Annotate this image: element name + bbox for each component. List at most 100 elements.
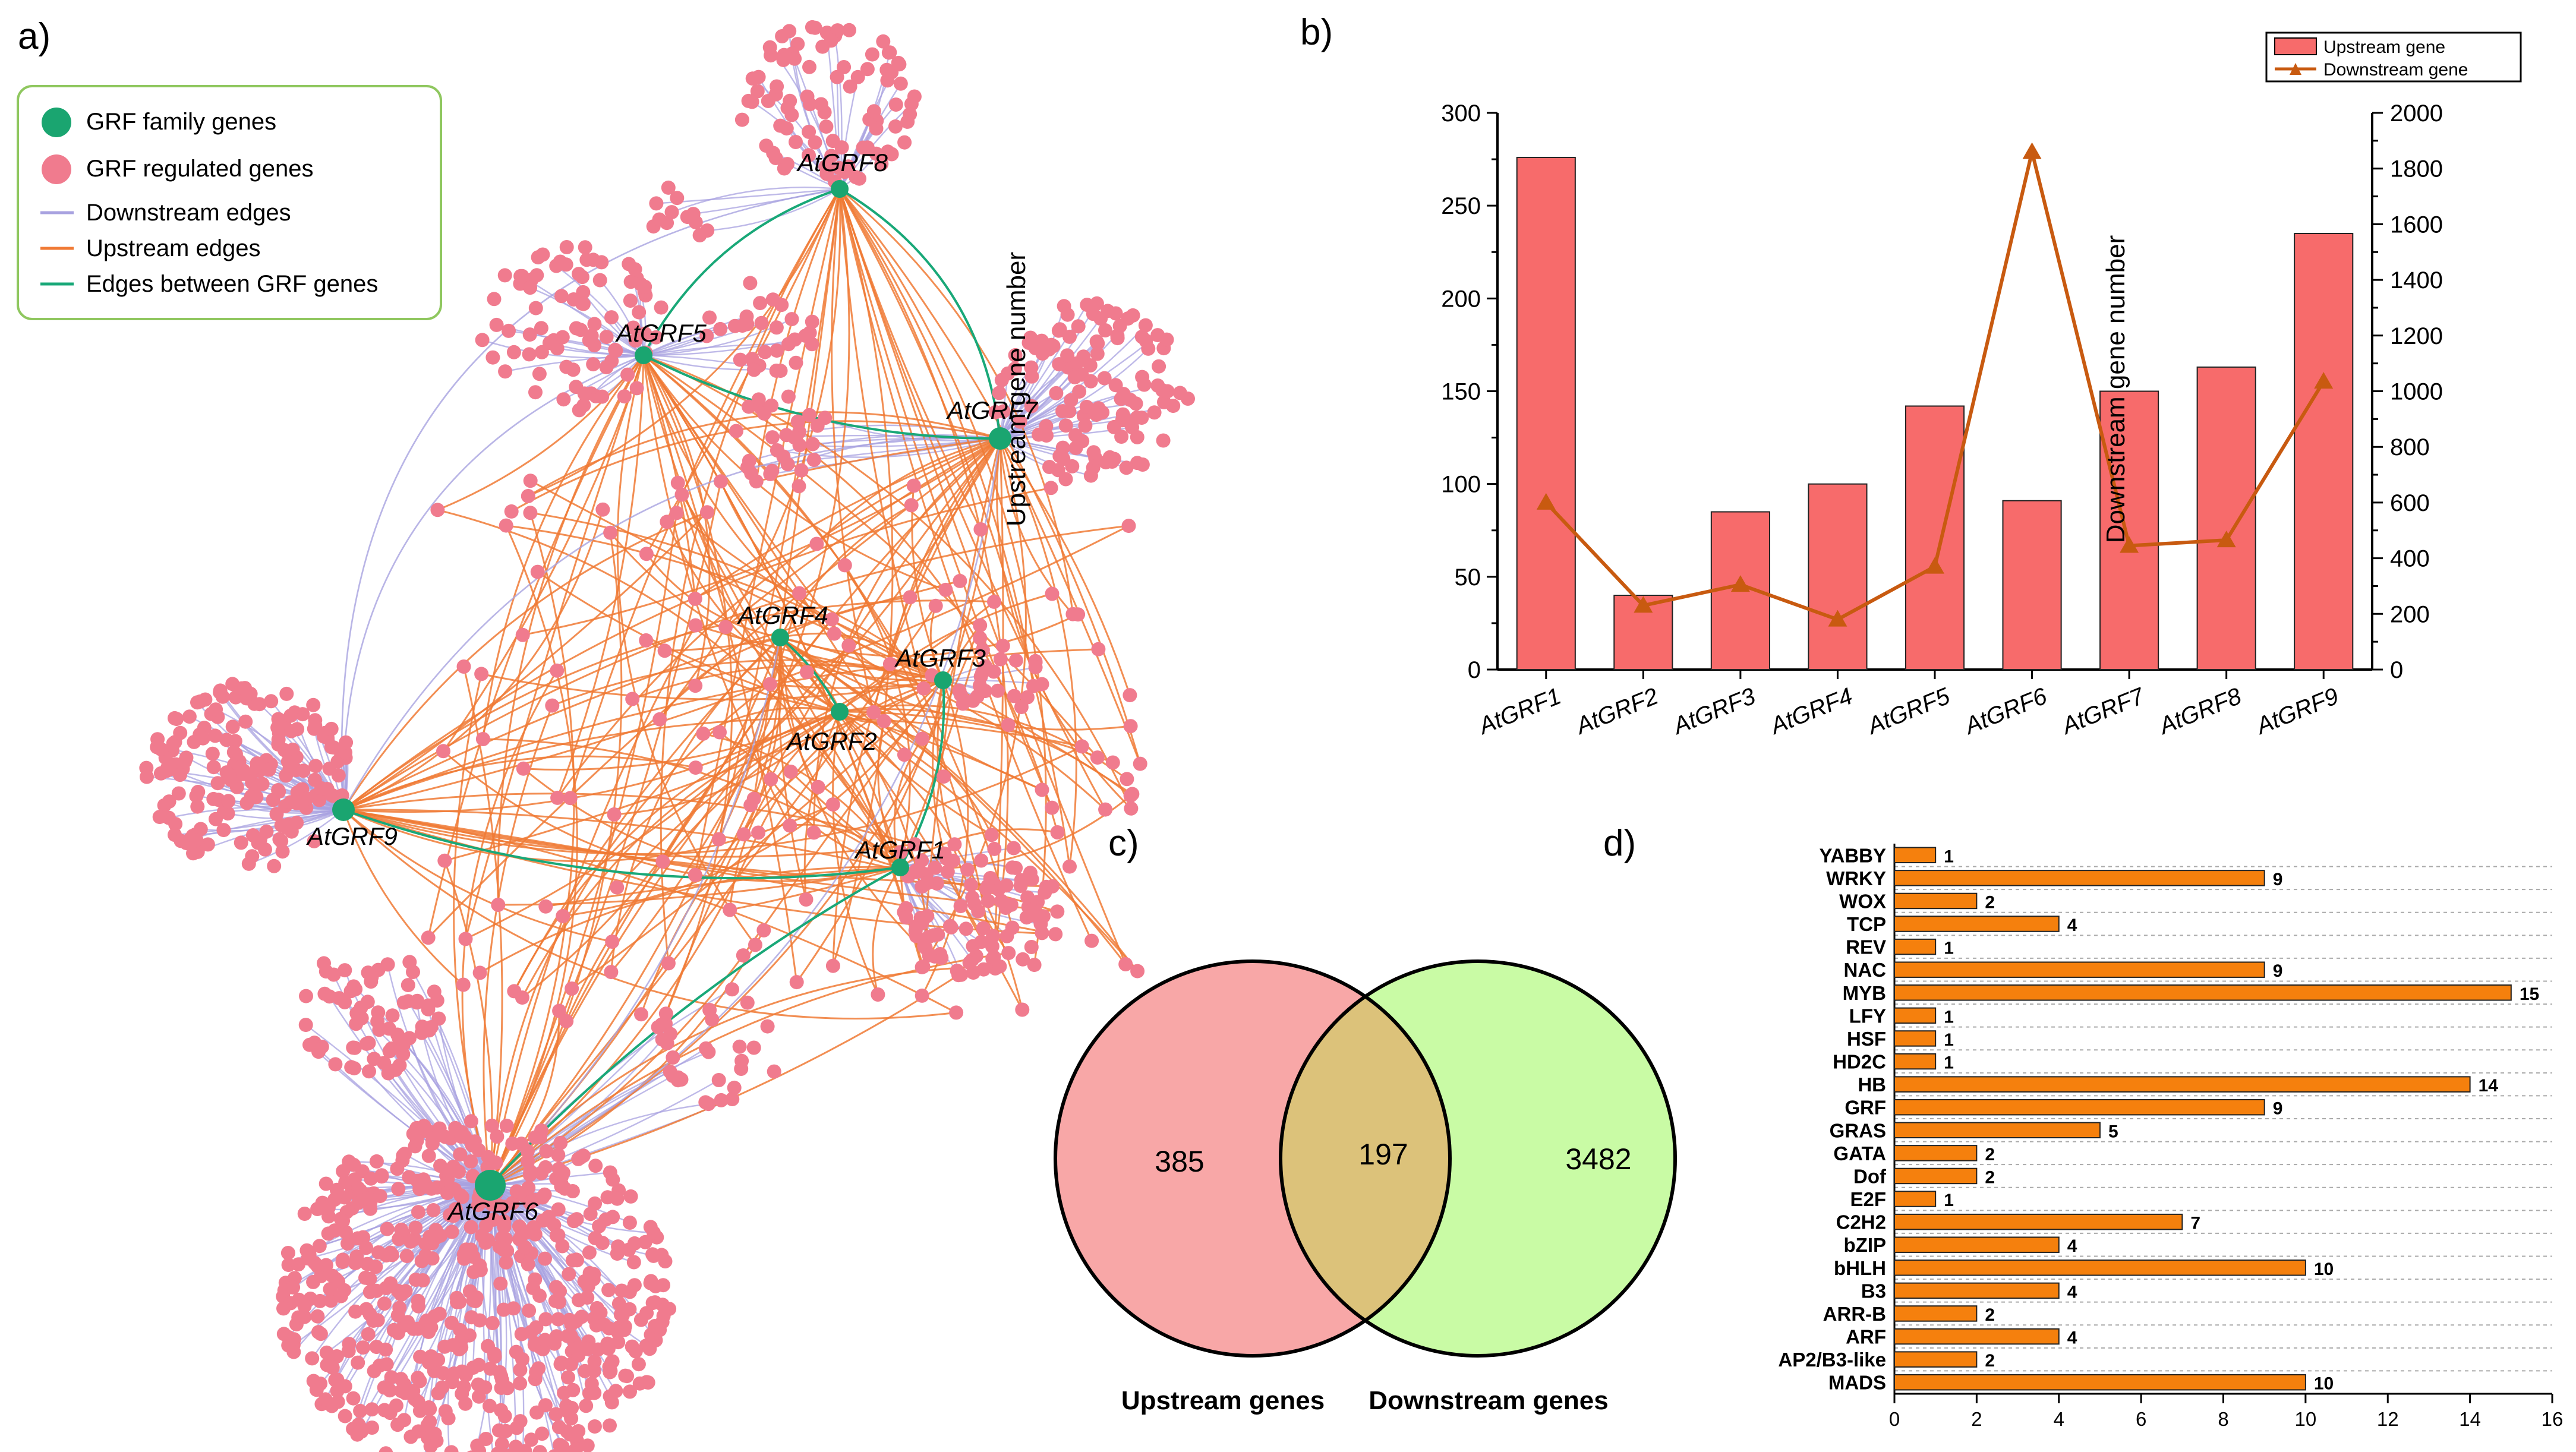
regulated-gene-node	[319, 1258, 333, 1273]
regulated-gene-node	[495, 1230, 509, 1245]
grf-node-atgrf6	[475, 1170, 506, 1201]
upstream-edge	[343, 717, 1083, 811]
chart-d-x-tick-label: 8	[2218, 1408, 2228, 1430]
regulated-gene-node	[168, 711, 182, 725]
chart-d-bar	[1894, 1351, 1978, 1368]
regulated-gene-node	[743, 276, 758, 291]
regulated-gene-node	[359, 1302, 374, 1317]
upstream-edge	[521, 637, 781, 999]
chart-d-category-label: MYB	[1843, 982, 1886, 1004]
regulated-gene-node	[626, 320, 641, 335]
regulated-gene-node	[398, 1147, 412, 1161]
regulated-gene-node	[391, 1182, 406, 1197]
regulated-gene-node	[431, 1386, 446, 1401]
regulated-gene-node	[599, 360, 614, 374]
regulated-gene-node	[366, 1314, 381, 1328]
regulated-gene-node	[374, 1169, 389, 1184]
regulated-gene-node	[702, 310, 717, 325]
regulated-gene-node	[915, 731, 929, 746]
upstream-edge	[571, 679, 944, 990]
upstream-edge	[658, 636, 781, 720]
regulated-gene-node	[225, 719, 240, 734]
chart-d-category-label: C2H2	[1836, 1211, 1886, 1233]
upstream-edge	[565, 711, 840, 1022]
regulated-gene-node	[806, 825, 821, 840]
grf-node-atgrf2	[831, 703, 849, 721]
regulated-gene-node	[626, 1255, 641, 1270]
regulated-gene-node	[792, 479, 806, 494]
regulated-gene-node	[623, 1189, 638, 1204]
upstream-bar-swatch-icon	[2274, 37, 2317, 55]
regulated-gene-node	[189, 833, 204, 848]
regulated-gene-node	[1138, 318, 1153, 333]
regulated-gene-node	[656, 1278, 670, 1293]
regulated-gene-node	[595, 502, 610, 517]
regulated-gene-node	[1166, 399, 1181, 413]
venn-right-label: Downstream genes	[1369, 1386, 1608, 1415]
downstream-edge	[482, 339, 644, 359]
upstream-edge	[489, 645, 850, 1186]
regulated-gene-node	[306, 697, 321, 712]
regulated-gene-node	[1115, 407, 1130, 422]
upstream-edge	[343, 809, 613, 943]
regulated-gene-node	[748, 938, 762, 952]
regulated-gene-node	[520, 1144, 535, 1159]
regulated-gene-node	[580, 1438, 595, 1452]
regulated-gene-node	[359, 1240, 374, 1255]
regulated-gene-node	[830, 70, 844, 84]
regulated-gene-node	[556, 392, 571, 407]
downstream-edge	[490, 438, 1001, 1186]
regulated-gene-node	[297, 1207, 312, 1221]
regulated-gene-node	[768, 151, 783, 165]
regulated-gene-node	[475, 333, 490, 348]
chart-b-x-tick-label: AtGRF8	[2155, 683, 2246, 740]
regulated-gene-node	[490, 1129, 505, 1144]
downstream-edge	[490, 1185, 588, 1298]
regulated-gene-node	[1130, 430, 1144, 444]
regulated-gene-node	[302, 1037, 317, 1052]
regulated-gene-node	[784, 108, 799, 122]
chart-d-value-label: 4	[2067, 1236, 2077, 1256]
regulated-gene-node	[688, 591, 702, 606]
downstream-edge	[999, 348, 1149, 440]
regulated-gene-node	[1120, 772, 1134, 787]
regulated-gene-node	[390, 1161, 405, 1176]
regulated-gene-node	[565, 981, 579, 996]
panel-a-label: a)	[18, 16, 51, 57]
regulated-gene-node	[522, 1303, 537, 1318]
regulated-gene-node	[1137, 377, 1152, 392]
regulated-gene-node	[208, 728, 223, 743]
chart-d-value-label: 2	[1985, 1351, 1995, 1371]
regulated-gene-node	[962, 955, 977, 970]
regulated-gene-node	[365, 1402, 379, 1417]
regulated-gene-node	[814, 97, 828, 112]
regulated-gene-node	[1004, 897, 1019, 912]
regulated-gene-node	[338, 1409, 352, 1423]
grf-node-label: AtGRF6	[446, 1197, 538, 1225]
regulated-gene-node	[610, 1191, 625, 1206]
regulated-gene-node	[394, 1222, 409, 1237]
regulated-gene-node	[513, 1376, 528, 1391]
upstream-edge	[719, 731, 901, 869]
regulated-gene-node	[523, 506, 538, 520]
regulated-gene-node	[805, 20, 819, 34]
regulated-gene-node	[718, 620, 733, 635]
regulated-gene-node	[1078, 418, 1093, 433]
grf-family-nodes: AtGRF1 AtGRF2 AtGRF3 AtGRF4 AtGRF5 AtGRF6 AtGR…	[305, 149, 1038, 1225]
chart-d-bar	[1894, 1191, 1937, 1207]
regulated-gene-node	[322, 989, 337, 1004]
regulated-gene-node	[688, 618, 703, 633]
regulated-gene-node	[652, 712, 667, 727]
regulated-gene-node	[1084, 933, 1099, 948]
chart-d-category-label: LFY	[1849, 1005, 1886, 1027]
upstream-edge	[530, 512, 944, 681]
regulated-gene-node	[308, 759, 323, 774]
regulated-gene-node	[408, 1273, 423, 1287]
regulated-gene-node	[483, 1361, 498, 1376]
chart-b-y-tick-label: 300	[1441, 100, 1481, 127]
regulated-gene-node	[562, 1267, 576, 1281]
regulated-gene-node	[509, 1184, 524, 1199]
regulated-gene-node	[658, 1006, 673, 1021]
regulated-gene-node	[1060, 348, 1075, 363]
regulated-gene-node	[330, 1384, 345, 1399]
